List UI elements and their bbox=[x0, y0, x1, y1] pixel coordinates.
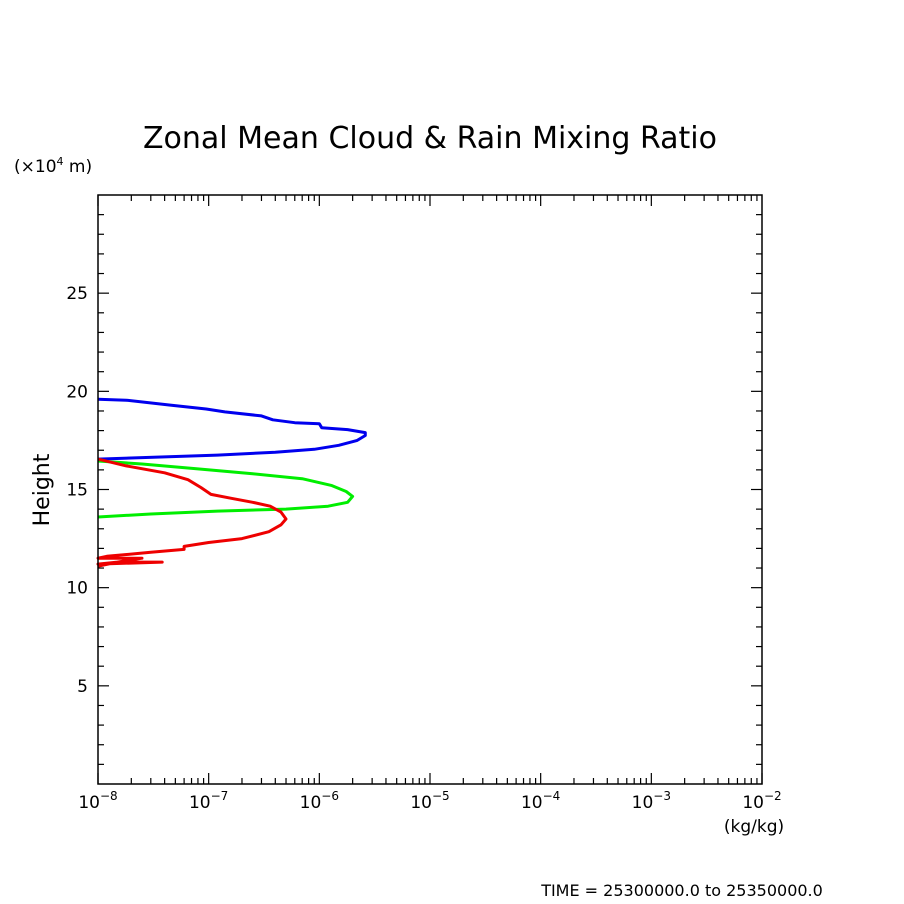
x-tick-label: 10−5 bbox=[410, 789, 449, 813]
x-tick-label: 10−7 bbox=[189, 789, 228, 813]
plot-frame bbox=[97, 194, 763, 785]
y-tick-label: 25 bbox=[66, 284, 88, 304]
x-tick-label: 10−4 bbox=[521, 789, 560, 813]
y-tick-label: 15 bbox=[66, 481, 88, 501]
y-tick-label: 5 bbox=[77, 677, 88, 697]
series-line-1 bbox=[97, 397, 367, 461]
y-unit-exponent: 4 bbox=[57, 155, 64, 168]
y-unit-suffix: m) bbox=[64, 157, 93, 177]
y-tick-label: 20 bbox=[66, 382, 88, 402]
x-tick-label: 10−2 bbox=[742, 789, 781, 813]
y-axis-unit: (×104 m) bbox=[14, 155, 92, 177]
x-tick-label: 10−6 bbox=[300, 789, 339, 813]
x-axis-unit: (kg/kg) bbox=[724, 817, 784, 837]
series-line-2 bbox=[97, 459, 355, 519]
series-line-3 bbox=[96, 457, 288, 568]
y-tick-label: 10 bbox=[66, 579, 88, 599]
ticks-layer: 10−8 10−7 10−6 10−5 10−4 10−3 10−2 5 10 15 20 25 bbox=[66, 195, 782, 813]
y-unit-prefix: (×10 bbox=[14, 157, 57, 177]
chart-title: Zonal Mean Cloud & Rain Mixing Ratio bbox=[143, 121, 717, 156]
time-range-footer: TIME = 25300000.0 to 25350000.0 bbox=[540, 881, 823, 900]
x-tick-label: 10−3 bbox=[632, 789, 671, 813]
x-tick-label: 10−8 bbox=[78, 789, 117, 813]
series-layer bbox=[96, 397, 367, 568]
y-axis-label: Height bbox=[30, 453, 55, 526]
